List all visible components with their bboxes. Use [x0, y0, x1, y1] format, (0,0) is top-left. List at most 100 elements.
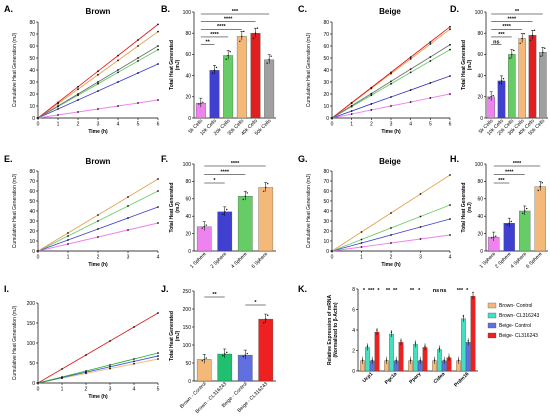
- data-point: [97, 108, 99, 110]
- y-tick-label: 50: [185, 361, 191, 367]
- x-tick-label: 1: [61, 387, 64, 393]
- sig-label: *: [254, 300, 257, 306]
- data-point: [449, 93, 451, 95]
- x-tick-label: 3: [127, 255, 130, 261]
- data-point: [409, 101, 412, 103]
- data-point: [57, 108, 59, 110]
- bar: [217, 211, 233, 252]
- y-tick-label: 60: [477, 197, 483, 203]
- replicate-dot: [222, 354, 224, 357]
- panel-J: 0 50 100 150 200 250 Total Heat Generated (mJ) J…: [161, 284, 276, 415]
- data-point: [429, 41, 432, 43]
- data-point: [419, 193, 422, 195]
- bar: [237, 196, 253, 252]
- data-point: [77, 85, 79, 88]
- y-tick-label: 40: [185, 73, 191, 79]
- replicate-dot: [541, 182, 543, 184]
- y-tick-label: 60: [323, 44, 329, 50]
- replicate-dot: [256, 27, 259, 29]
- panel-G: 0 10 20 30 40 50 60 70 80 0 1 2 3 4 Cumulative Heat Ge…: [298, 154, 452, 268]
- series-line-1: [37, 355, 159, 384]
- data-point: [117, 69, 119, 71]
- replicate-dot: [244, 195, 246, 197]
- panel-E: 0 10 20 30 40 50 60 70 80 0 1 2 3 4 Cumulative Heat Ge…: [4, 154, 160, 268]
- panel-title: Brown: [86, 157, 111, 166]
- data-point: [61, 368, 63, 370]
- y-tick-label: 40: [477, 73, 483, 79]
- y-tick-label: 80: [185, 179, 191, 185]
- panel-K: 0 2 4 6 8 Relative Expression of mRNA (Normali…: [298, 284, 540, 388]
- panel-I: 0 50 100 150 200 0 1 2 3 4 5 Cumulative Heat Genera…: [4, 284, 160, 400]
- x-tick-label: 1 Sphere: [189, 251, 208, 270]
- y-tick-label: 0: [480, 116, 483, 122]
- panel-label: F.: [161, 154, 168, 164]
- data-point: [449, 234, 451, 236]
- y-tick-label: 20: [185, 231, 191, 237]
- y-tick-label: 40: [29, 209, 35, 215]
- x-tick-label: 6 Sphere: [525, 251, 544, 270]
- y-tick-label: 60: [185, 52, 191, 58]
- data-point: [360, 231, 363, 233]
- x-tick-label: 0: [37, 122, 40, 128]
- data-point: [77, 99, 79, 101]
- replicate-dot: [537, 189, 539, 192]
- data-point: [97, 73, 99, 76]
- bar: [223, 55, 234, 119]
- x-tick-label: 2: [77, 122, 80, 128]
- replicate-dot: [419, 359, 421, 361]
- x-tick-label: 2: [85, 387, 88, 393]
- replicate-dot: [244, 354, 246, 356]
- y-tick-label: 10: [323, 104, 329, 110]
- data-point: [360, 242, 363, 244]
- panel-label: A.: [4, 4, 13, 14]
- bar: [389, 333, 394, 372]
- data-point: [419, 238, 422, 240]
- replicate-dot: [243, 30, 245, 33]
- data-point: [157, 358, 159, 360]
- replicate-dot: [205, 357, 207, 359]
- replicate-dot: [205, 224, 207, 226]
- data-point: [390, 82, 392, 85]
- replicate-dot: [443, 359, 445, 361]
- data-point: [390, 242, 392, 244]
- y-tick-label: 0: [188, 249, 191, 255]
- data-point: [429, 60, 432, 62]
- x-tick-label: 5: [137, 122, 140, 128]
- data-point: [360, 238, 363, 241]
- y-tick-label: 40: [185, 214, 191, 220]
- data-point: [157, 178, 159, 180]
- replicate-dot: [523, 33, 525, 35]
- bar: [209, 70, 220, 119]
- legend-swatch: [487, 312, 497, 319]
- panel-title: Beige: [379, 7, 401, 16]
- sig-label: **: [393, 288, 398, 294]
- replicate-dot: [510, 220, 512, 223]
- y-tick-label: 20: [29, 229, 35, 235]
- sig-label: *: [363, 288, 366, 294]
- replicate-dot: [203, 358, 205, 361]
- y-tick-label: 2: [352, 348, 355, 354]
- y-tick-label: 100: [183, 162, 192, 168]
- bar: [437, 349, 442, 372]
- data-point: [137, 72, 139, 74]
- data-point: [97, 90, 99, 92]
- y-tick-label: 0: [188, 379, 191, 385]
- data-point: [157, 30, 159, 33]
- panel-label: D.: [450, 4, 459, 14]
- y-tick-label: 30: [29, 219, 35, 225]
- y-tick-label: 20: [323, 92, 329, 98]
- bar: [470, 296, 476, 372]
- y-axis-label: Relative Expression of mRNA: [327, 294, 333, 365]
- replicate-dot: [200, 102, 202, 104]
- data-point: [409, 56, 412, 59]
- y-tick-label: 10: [29, 239, 35, 245]
- data-point: [157, 23, 159, 26]
- data-point: [97, 82, 99, 85]
- bar: [258, 187, 274, 252]
- data-point: [137, 60, 139, 62]
- legend-entry: Brown- CL316243: [499, 313, 540, 319]
- replicate-dot: [222, 213, 224, 215]
- bar: [250, 33, 261, 119]
- bar: [217, 353, 233, 382]
- data-point: [390, 234, 392, 236]
